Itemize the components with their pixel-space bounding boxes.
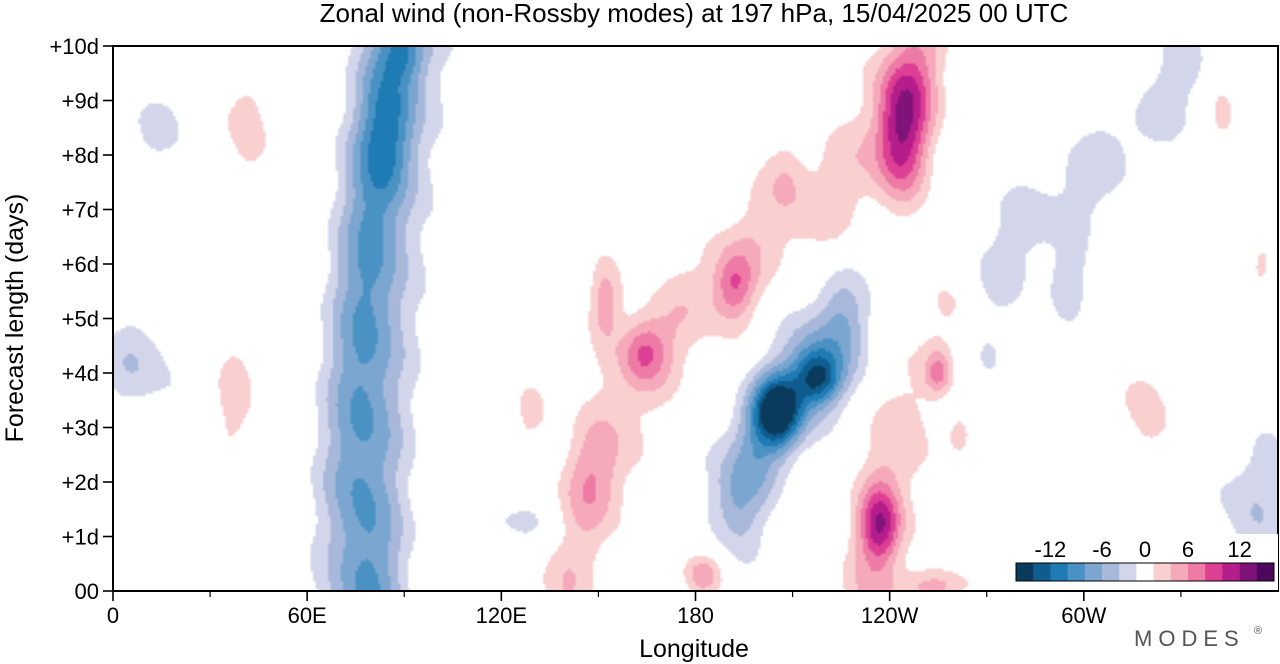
- x-tick-label: 60W: [1061, 603, 1106, 628]
- y-axis-label: Forecast length (days): [1, 194, 29, 443]
- colorbar-cell: [1205, 563, 1223, 581]
- colorbar-cell: [1170, 563, 1189, 581]
- y-tick-label: 00: [75, 579, 99, 604]
- y-tick-label: +2d: [62, 470, 99, 495]
- colorbar-cell: [1016, 563, 1034, 581]
- colorbar-cells: [1015, 562, 1275, 582]
- x-tick-label: 0: [107, 603, 119, 628]
- y-axis: 00 +1d +2d +3d +4d +5d +6d +7d +8d +9d +10d: [49, 34, 113, 604]
- colorbar-label: -6: [1092, 537, 1112, 562]
- y-tick-label: +8d: [62, 143, 99, 168]
- chart-title: Zonal wind (non-Rossby modes) at 197 hPa…: [320, 0, 1069, 28]
- modes-logo: MODES ®: [1134, 625, 1262, 651]
- colorbar-label: 6: [1182, 537, 1194, 562]
- y-tick-label: +1d: [62, 525, 99, 550]
- colorbar-labels: -12 -6 0 6 12: [1035, 537, 1252, 562]
- x-tick-label: 180: [677, 603, 714, 628]
- colorbar-legend: -12 -6 0 6 12: [1010, 534, 1278, 590]
- colorbar-cell: [1239, 563, 1258, 581]
- colorbar-cell: [1222, 563, 1240, 581]
- y-tick-label: +3d: [62, 416, 99, 441]
- colorbar-cell: [1050, 563, 1068, 581]
- x-tick-label: 120W: [861, 603, 919, 628]
- x-tick-label: 120E: [476, 603, 527, 628]
- brand-wordmark: MODES: [1134, 626, 1245, 651]
- colorbar-cell: [1067, 563, 1086, 581]
- colorbar-frame: [1015, 562, 1275, 582]
- y-tick-label: +5d: [62, 307, 99, 332]
- x-tick-label: 60E: [288, 603, 327, 628]
- y-tick-label: +6d: [62, 252, 99, 277]
- heatmap-field: [113, 46, 1278, 591]
- colorbar-cell: [1119, 563, 1137, 581]
- x-axis-label: Longitude: [639, 635, 749, 663]
- colorbar-label: 12: [1227, 537, 1251, 562]
- colorbar-cell: [1102, 563, 1120, 581]
- colorbar-cell: [1033, 563, 1051, 581]
- y-tick-label: +9d: [62, 89, 99, 114]
- heatmap-image: [113, 46, 1278, 591]
- y-tick-label: +7d: [62, 198, 99, 223]
- colorbar-cell: [1256, 563, 1275, 581]
- colorbar-cell: [1188, 563, 1206, 581]
- colorbar-cell: [1084, 563, 1103, 581]
- colorbar-label: -12: [1035, 537, 1067, 562]
- colorbar-label: 0: [1139, 537, 1151, 562]
- brand-registered-mark: ®: [1254, 625, 1262, 637]
- y-tick-label: +4d: [62, 361, 99, 386]
- x-axis: 0 60E 120E 180 120W 60W: [107, 591, 1182, 628]
- y-tick-label: +10d: [49, 34, 99, 59]
- colorbar-cell: [1136, 563, 1154, 581]
- colorbar-cell: [1153, 563, 1172, 581]
